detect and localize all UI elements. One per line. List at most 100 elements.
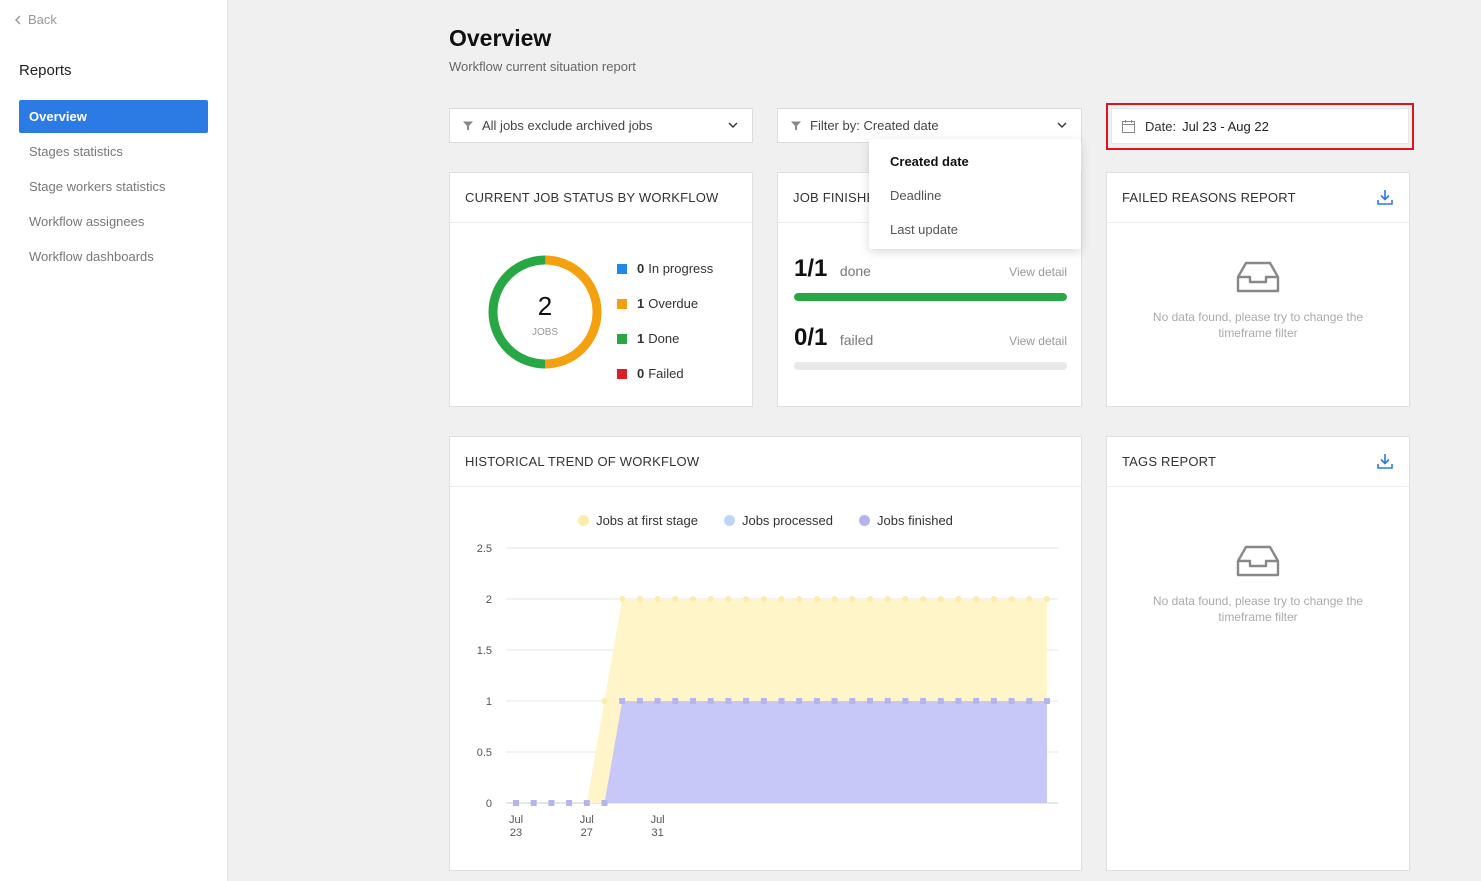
data-point bbox=[1008, 698, 1015, 704]
failed-reasons-card: FAILED REASONS REPORT No data found, ple… bbox=[1106, 172, 1410, 407]
jobs-filter-value: All jobs exclude archived jobs bbox=[482, 118, 653, 133]
failed-reasons-title: FAILED REASONS REPORT bbox=[1107, 173, 1409, 223]
legend-swatch bbox=[617, 263, 627, 274]
legend-label: In progress bbox=[648, 261, 714, 276]
data-point bbox=[601, 698, 608, 704]
failed-value: 0/1 bbox=[794, 324, 828, 351]
data-point bbox=[636, 698, 643, 704]
data-point bbox=[707, 596, 714, 602]
date-label: Date: bbox=[1145, 118, 1177, 134]
data-point bbox=[654, 698, 661, 704]
done-view-detail-link[interactable]: View detail bbox=[1009, 265, 1067, 279]
legend-count: 1 bbox=[637, 331, 645, 346]
data-point bbox=[690, 698, 696, 704]
x-tick-label-month: Jul bbox=[509, 814, 523, 826]
filter-icon bbox=[791, 121, 801, 130]
job-status-legend: 0 In progress 1 Overdue 1 Done 0 Failed bbox=[617, 251, 713, 391]
data-point bbox=[725, 698, 732, 704]
dropdown-option-last-update[interactable]: Last update bbox=[890, 222, 958, 237]
data-point bbox=[548, 800, 555, 806]
legend-item-in-progress: 0 In progress bbox=[617, 251, 713, 286]
data-point bbox=[920, 596, 927, 602]
data-point bbox=[973, 698, 980, 704]
legend-swatch bbox=[617, 368, 627, 379]
sidebar-title: Reports bbox=[19, 62, 72, 79]
trend-chart-legend: Jobs at first stage Jobs processed Jobs … bbox=[450, 513, 1081, 528]
legend-item-overdue: 1 Overdue bbox=[617, 286, 713, 321]
data-point bbox=[813, 698, 820, 704]
filter-by-value: Filter by: Created date bbox=[810, 118, 939, 133]
legend-item-failed: 0 Failed bbox=[617, 356, 713, 391]
legend-count: 0 bbox=[637, 261, 645, 276]
data-point bbox=[867, 596, 873, 602]
legend-label: Failed bbox=[648, 366, 684, 381]
donut-segment-done bbox=[488, 255, 602, 369]
data-point bbox=[884, 698, 891, 704]
data-point bbox=[619, 596, 626, 602]
dropdown-option-created-date[interactable]: Created date bbox=[890, 154, 969, 169]
sidebar-item-overview[interactable]: Overview bbox=[19, 100, 208, 133]
x-tick-label-day: 31 bbox=[651, 827, 663, 839]
empty-text: No data found, please try to change the … bbox=[1152, 310, 1364, 340]
filter-by-dropdown: Created date Deadline Last update bbox=[869, 139, 1081, 249]
y-tick-label: 2.5 bbox=[477, 543, 492, 555]
data-point bbox=[530, 800, 537, 806]
tags-report-title-text: TAGS REPORT bbox=[1122, 454, 1217, 469]
y-tick-label: 0.5 bbox=[477, 747, 492, 759]
empty-text: No data found, please try to change the … bbox=[1152, 594, 1364, 624]
data-point bbox=[973, 596, 980, 602]
donut-total-label: JOBS bbox=[532, 327, 558, 338]
filter-icon bbox=[463, 121, 473, 130]
data-point bbox=[513, 800, 519, 806]
data-point bbox=[1044, 698, 1050, 704]
data-point bbox=[636, 596, 643, 602]
legend-label: Overdue bbox=[648, 296, 699, 311]
download-icon[interactable] bbox=[1376, 188, 1394, 206]
chart-legend-item[interactable]: Jobs finished bbox=[859, 513, 953, 528]
data-point bbox=[955, 596, 962, 602]
data-point bbox=[1044, 596, 1050, 602]
data-point bbox=[796, 596, 803, 602]
tags-report-card: TAGS REPORT No data found, please try to… bbox=[1106, 436, 1410, 871]
page-subtitle: Workflow current situation report bbox=[449, 59, 636, 74]
y-tick-label: 1 bbox=[486, 696, 492, 708]
data-point bbox=[672, 596, 679, 602]
legend-dot bbox=[859, 515, 871, 526]
sidebar-item-stage-workers-statistics[interactable]: Stage workers statistics bbox=[29, 179, 166, 194]
jobs-filter-select[interactable]: All jobs exclude archived jobs bbox=[449, 108, 753, 143]
data-point bbox=[955, 698, 962, 704]
page-title: Overview bbox=[449, 25, 552, 51]
data-point bbox=[831, 698, 838, 704]
sidebar-item-workflow-assignees[interactable]: Workflow assignees bbox=[29, 214, 145, 229]
legend-label: Done bbox=[648, 331, 680, 346]
chart-legend-item[interactable]: Jobs at first stage bbox=[578, 513, 698, 528]
job-finished-failed-row: 0/1 failed View detail bbox=[794, 324, 1067, 370]
data-point bbox=[601, 800, 608, 806]
legend-swatch bbox=[617, 298, 627, 309]
data-point bbox=[831, 596, 838, 602]
x-tick-label-month: Jul bbox=[580, 814, 594, 826]
done-progress-bar bbox=[794, 293, 1067, 301]
chart-legend-item[interactable]: Jobs processed bbox=[723, 513, 833, 528]
data-point bbox=[654, 596, 661, 602]
y-tick-label: 2 bbox=[486, 594, 492, 606]
data-point bbox=[743, 596, 750, 602]
sidebar-item-workflow-dashboards[interactable]: Workflow dashboards bbox=[29, 249, 154, 264]
data-point bbox=[990, 698, 997, 704]
back-button[interactable]: Back bbox=[14, 12, 57, 27]
download-icon[interactable] bbox=[1376, 452, 1394, 470]
data-point bbox=[902, 596, 909, 602]
sidebar-item-stages-statistics[interactable]: Stages statistics bbox=[29, 144, 123, 159]
dropdown-option-deadline[interactable]: Deadline bbox=[890, 188, 942, 203]
data-point bbox=[937, 596, 944, 602]
date-highlight-box bbox=[1106, 103, 1414, 150]
failed-view-detail-link[interactable]: View detail bbox=[1009, 334, 1067, 348]
failed-progress-bar bbox=[794, 362, 1067, 370]
legend-count: 0 bbox=[637, 366, 645, 381]
donut-total: 2 bbox=[538, 291, 552, 321]
filter-by-select[interactable]: Filter by: Created date bbox=[777, 108, 1082, 143]
date-range-picker[interactable]: Date: Jul 23 - Aug 22 bbox=[1111, 108, 1409, 144]
y-tick-label: 1.5 bbox=[477, 645, 492, 657]
failed-label: failed bbox=[839, 332, 874, 348]
historical-trend-title: HISTORICAL TREND OF WORKFLOW bbox=[450, 437, 1081, 487]
